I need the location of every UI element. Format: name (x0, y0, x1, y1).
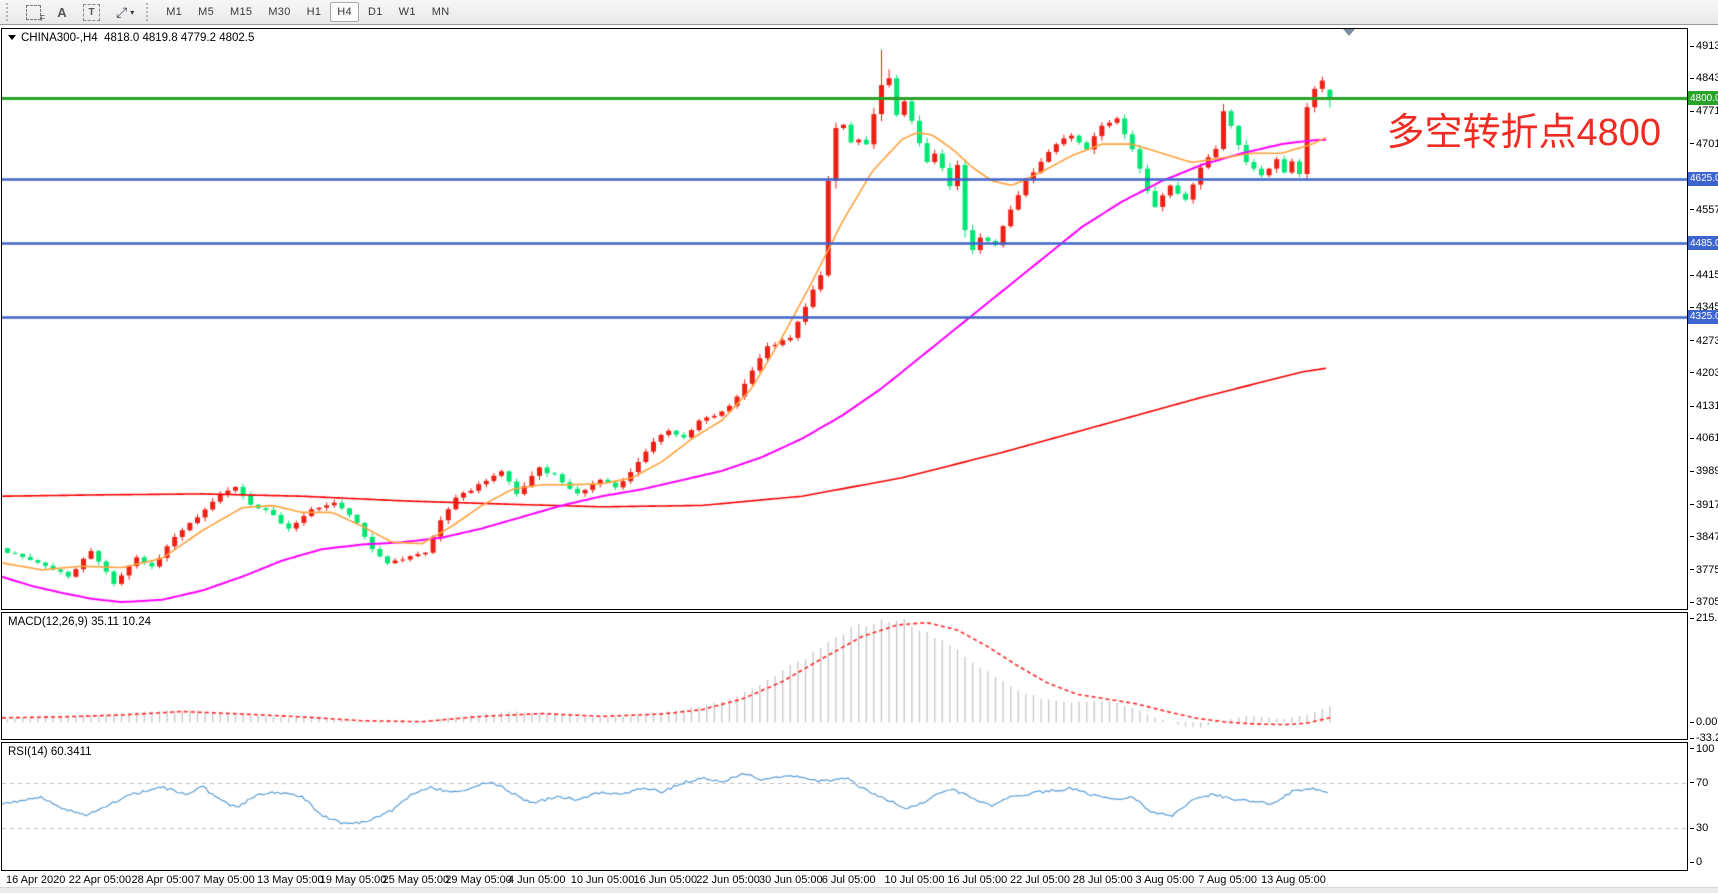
price-tick: 3775.0 (1690, 563, 1718, 577)
timeframe-button-m15[interactable]: M15 (223, 2, 259, 22)
toolbar: F A T ⤢ ▾ M1 M5 M15 M30 H1 H4 D1 W1 MN (0, 0, 1718, 25)
price-tick: 4415.0 (1690, 268, 1718, 282)
date-tick: 13 May 05:00 (257, 874, 324, 886)
macd-tick: 215.81 (1690, 611, 1718, 625)
price-level-badge: 4485.0 (1688, 236, 1718, 251)
rsi-tick: 70 (1690, 776, 1708, 790)
rsi-tick: 0 (1690, 855, 1702, 869)
arrows-tool-button[interactable]: ⤢ ▾ (109, 2, 141, 22)
cursor-tool-button[interactable]: F (19, 2, 48, 23)
font-tool-button[interactable]: A (50, 2, 74, 22)
price-tick: 4701.0 (1690, 137, 1718, 151)
text-label-icon: T (83, 3, 100, 21)
price-tick: 3705.0 (1690, 595, 1718, 609)
date-tick: 13 Aug 05:00 (1261, 874, 1326, 886)
price-tick: 4131.0 (1690, 399, 1718, 413)
timeframe-button-m5[interactable]: M5 (191, 2, 221, 22)
rsi-canvas[interactable] (2, 743, 1687, 870)
timeframe-button-d1[interactable]: D1 (361, 2, 390, 22)
date-tick: 28 Jul 05:00 (1072, 874, 1133, 886)
date-tick: 28 Apr 05:00 (131, 874, 194, 886)
date-tick: 4 Jun 05:00 (508, 874, 566, 886)
timeframe-button-h4[interactable]: H4 (330, 2, 359, 22)
toolbar-grip[interactable] (6, 3, 14, 21)
date-tick: 22 Jul 05:00 (1010, 874, 1070, 886)
price-tick: 4061.0 (1690, 431, 1718, 445)
rsi-tick: 30 (1690, 821, 1708, 835)
scroll-to-end-icon[interactable] (1343, 29, 1355, 36)
price-tick: 4203.0 (1690, 366, 1718, 380)
date-tick: 16 Apr 2020 (6, 874, 66, 886)
rsi-panel[interactable]: RSI(14) 60.3411 (1, 742, 1688, 871)
date-tick: 16 Jul 05:00 (947, 874, 1008, 886)
symbol-dropdown-icon[interactable] (8, 35, 16, 41)
date-tick: 6 Jul 05:00 (821, 874, 876, 886)
date-tick: 29 May 05:00 (445, 874, 512, 886)
date-tick: 22 Apr 05:00 (68, 874, 132, 886)
date-tick: 3 Aug 05:00 (1135, 874, 1195, 886)
price-tick: 3847.0 (1690, 530, 1718, 544)
rsi-label: RSI(14) 60.3411 (8, 746, 92, 758)
timeframe-button-mn[interactable]: MN (425, 2, 457, 22)
price-tick: 4913.0 (1690, 39, 1718, 53)
main-chart-panel[interactable]: CHINA300-,H4 4818.0 4819.8 4779.2 4802.5… (1, 28, 1688, 610)
price-tick: 3989.0 (1690, 464, 1718, 478)
price-tick: 4771.0 (1690, 104, 1718, 118)
date-tick: 19 May 05:00 (319, 874, 387, 886)
letter-a-icon: A (57, 4, 67, 20)
main-chart-canvas[interactable] (2, 29, 1687, 609)
arrows-tool-icon: ⤢ (116, 4, 128, 20)
symbol-title: CHINA300-,H4 4818.0 4819.8 4779.2 4802.5 (8, 32, 254, 44)
chart-annotation-text[interactable]: 多空转折点4800 (1386, 112, 1661, 154)
timeframe-button-w1[interactable]: W1 (392, 2, 423, 22)
price-tick: 4843.0 (1690, 71, 1718, 85)
text-label-tool-button[interactable]: T (76, 2, 107, 22)
timeframe-button-m1[interactable]: M1 (159, 2, 189, 22)
macd-tick: 0.00 (1690, 715, 1717, 729)
chart-body: CHINA300-,H4 4818.0 4819.8 4779.2 4802.5… (0, 27, 1718, 893)
date-tick: 16 Jun 05:00 (633, 874, 698, 886)
date-tick: 7 May 05:00 (194, 874, 255, 886)
price-level-badge: 4625.0 (1688, 171, 1718, 186)
price-level-badge: 4325.0 (1688, 309, 1718, 324)
date-tick: 10 Jul 05:00 (884, 874, 945, 886)
rsi-tick: 100 (1690, 742, 1714, 756)
macd-canvas[interactable] (2, 613, 1687, 739)
timeframe-button-h1[interactable]: H1 (300, 2, 329, 22)
date-tick: 25 May 05:00 (382, 874, 450, 886)
toolbar-grip[interactable] (146, 3, 154, 21)
status-strip (0, 887, 1718, 893)
chevron-down-icon: ▾ (130, 7, 135, 17)
price-level-badge: 4800.0 (1688, 91, 1718, 106)
price-tick: 3917.0 (1690, 498, 1718, 512)
date-tick: 22 Jun 05:00 (696, 874, 760, 886)
dashed-box-f-icon: F (26, 4, 45, 23)
macd-label: MACD(12,26,9) 35.11 10.24 (8, 616, 151, 628)
price-tick: 4273.0 (1690, 334, 1718, 348)
date-tick: 10 Jun 05:00 (570, 874, 635, 886)
date-tick: 7 Aug 05:00 (1198, 874, 1257, 886)
price-tick: 4557.0 (1690, 203, 1718, 217)
macd-panel[interactable]: MACD(12,26,9) 35.11 10.24 (1, 612, 1688, 740)
date-tick: 30 Jun 05:00 (759, 874, 823, 886)
timeframe-button-m30[interactable]: M30 (261, 2, 297, 22)
